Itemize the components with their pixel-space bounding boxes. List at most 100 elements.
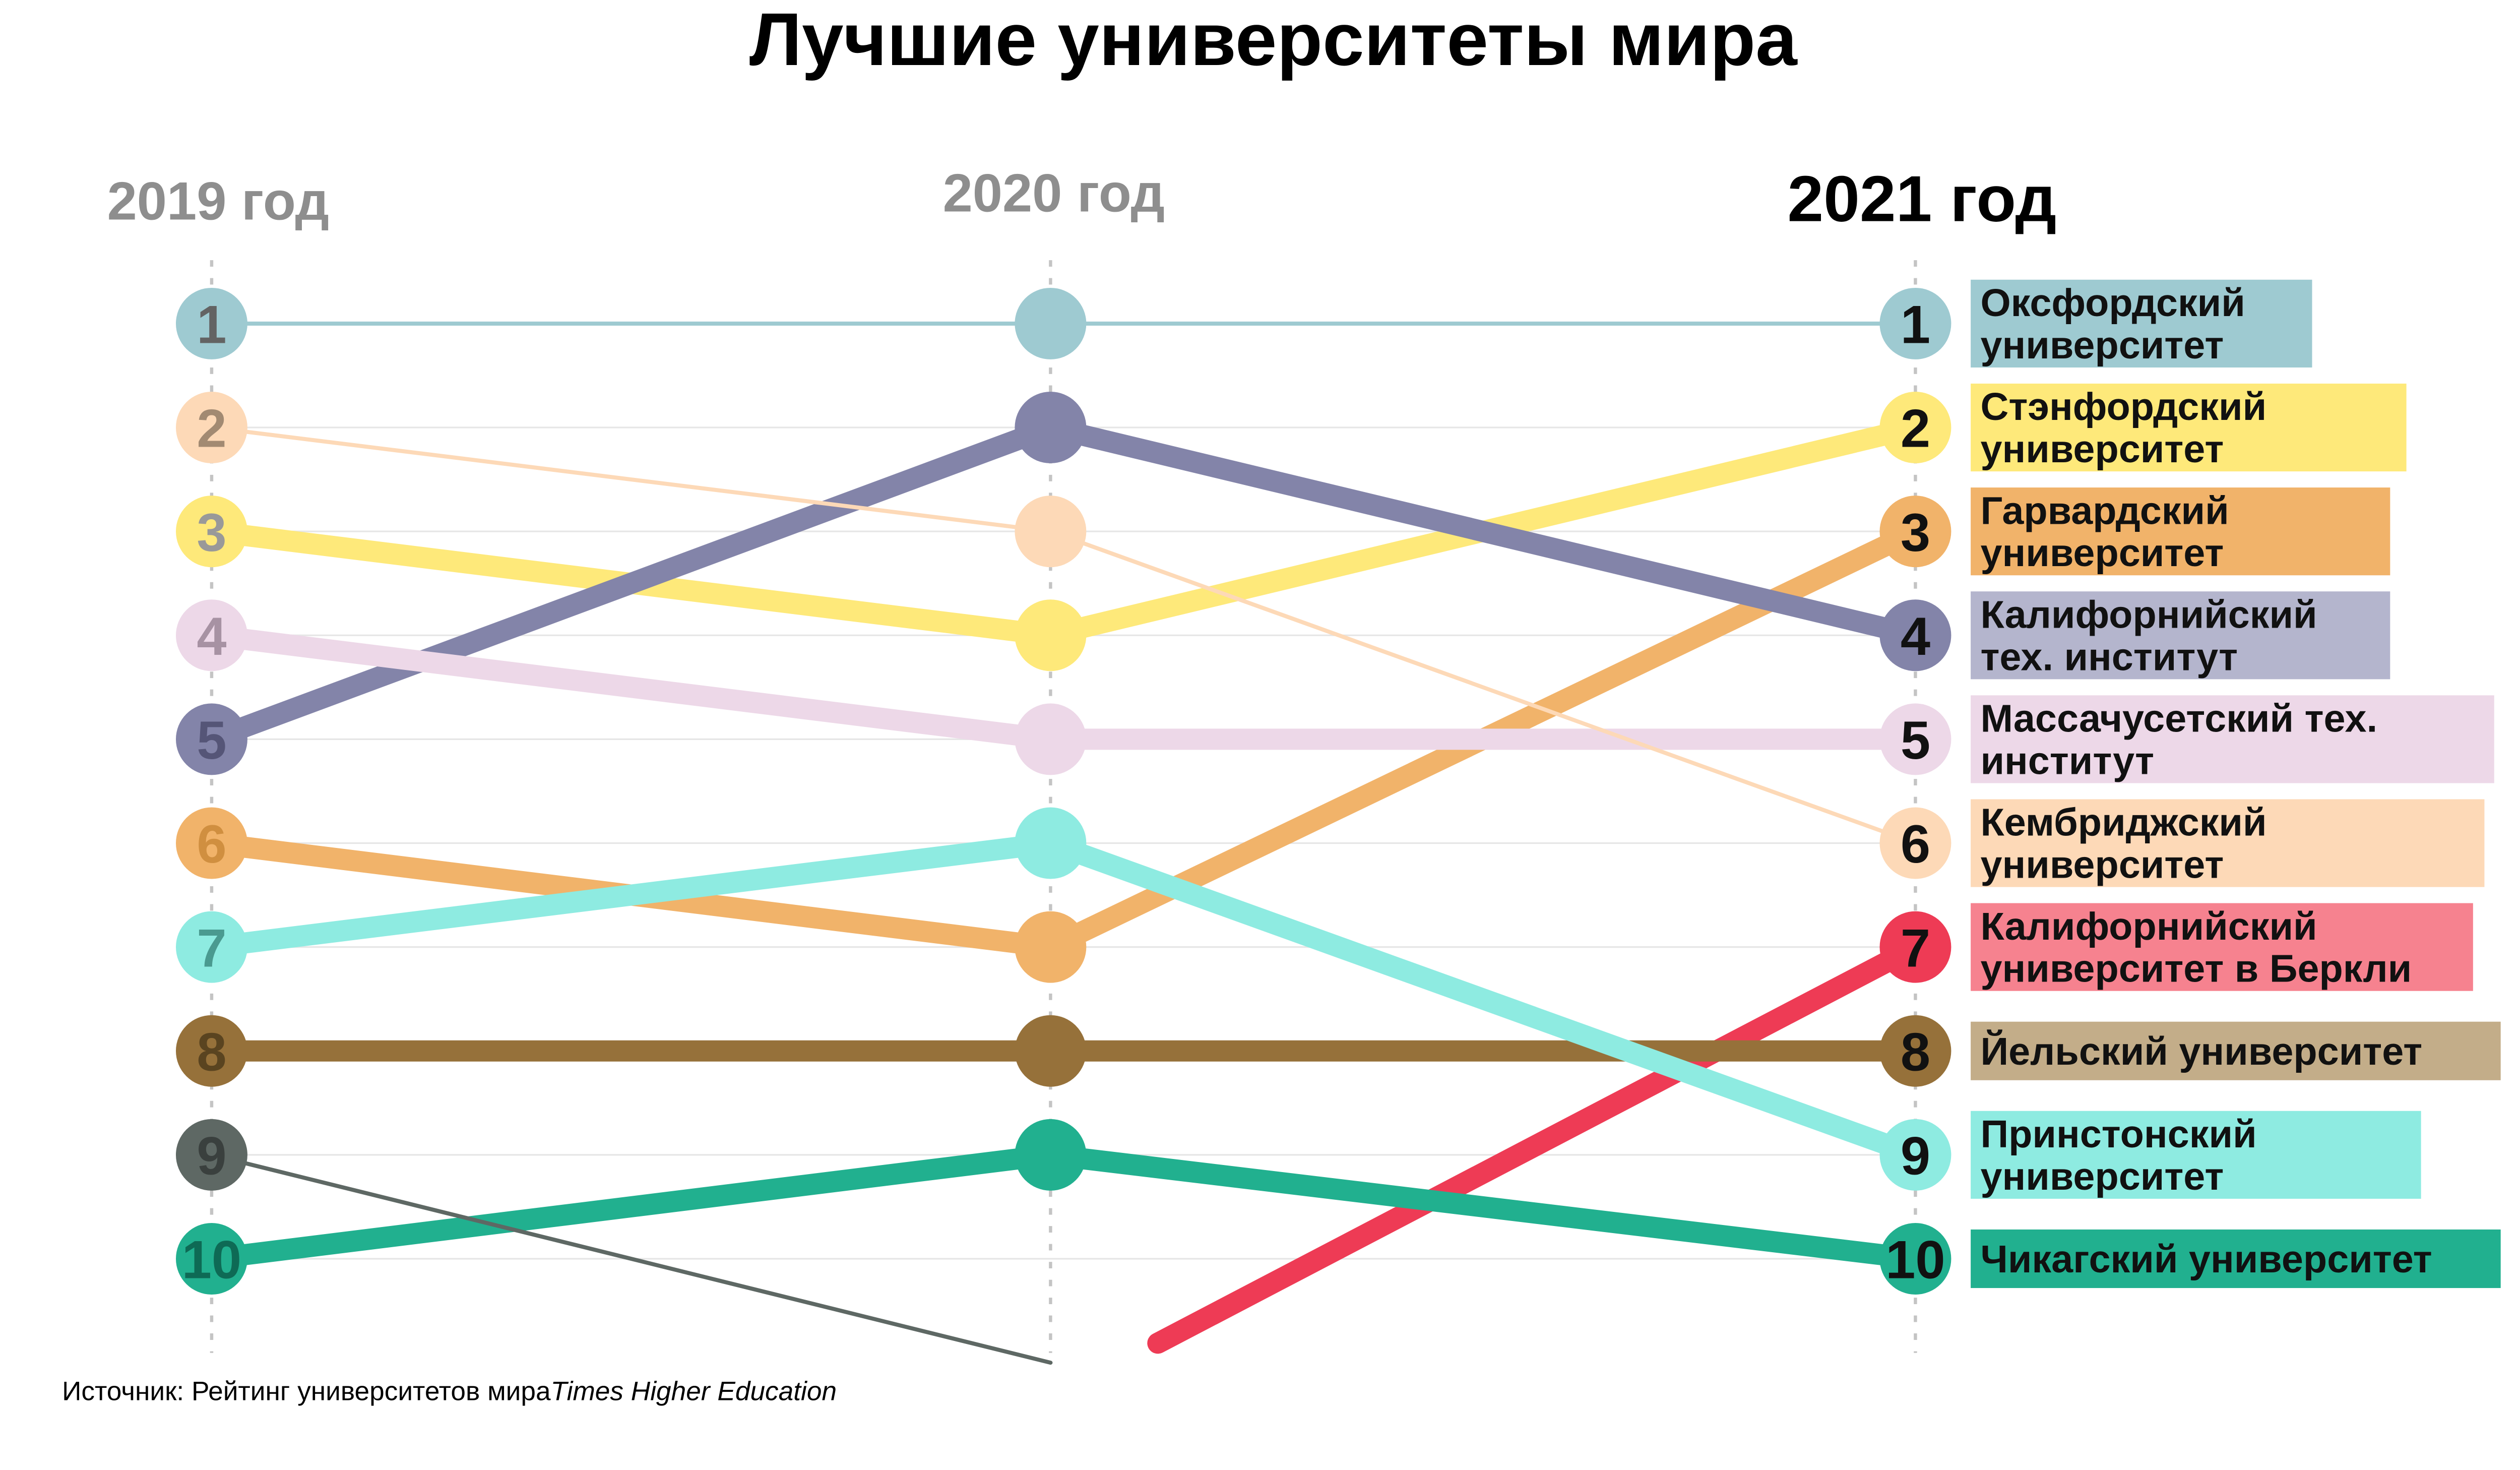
source-note: Источник: Рейтинг университетов мираTime… bbox=[62, 1376, 837, 1406]
university-label: Калифорнийский bbox=[1980, 905, 2317, 948]
series-line bbox=[201, 625, 1061, 750]
rank-label: 5 bbox=[197, 710, 226, 770]
rank-label: 2 bbox=[197, 399, 226, 459]
rank-marker bbox=[1879, 703, 1951, 775]
year-headers: 2019 год 2020 год 2021 год bbox=[107, 163, 2057, 235]
year-header: 2021 год bbox=[1787, 163, 2056, 235]
rank-marker bbox=[1015, 1119, 1087, 1191]
rank-marker bbox=[1015, 287, 1087, 359]
university-label-bg bbox=[1971, 1111, 2421, 1199]
university-label: Массачусетский тех. bbox=[1980, 697, 2377, 741]
university-label: Гарвардский bbox=[1980, 489, 2229, 532]
rank-marker bbox=[1015, 703, 1087, 775]
series-line bbox=[1040, 1144, 1926, 1269]
rank-label: 3 bbox=[1901, 503, 1930, 563]
rank-marker bbox=[175, 911, 247, 983]
rank-marker bbox=[1879, 599, 1951, 671]
rank-label: 6 bbox=[197, 814, 226, 874]
rank-marker bbox=[175, 1223, 247, 1295]
university-label: университет bbox=[1980, 531, 2224, 575]
university-label-bg bbox=[1971, 1229, 2501, 1289]
rank-marker bbox=[175, 1119, 247, 1191]
rank-marker bbox=[175, 807, 247, 879]
rank-marker bbox=[175, 1015, 247, 1087]
rank-label: 10 bbox=[1885, 1230, 1945, 1290]
university-label: Йельский университет bbox=[1980, 1029, 2422, 1073]
rank-marker bbox=[175, 703, 247, 775]
rank-marker bbox=[1879, 1223, 1951, 1295]
rank-label: 3 bbox=[197, 503, 226, 563]
university-label-bg bbox=[1971, 487, 2390, 576]
rank-markers: 1 1 3 2 6 3 5 4 4 5 2 6 7 8 8 7 9 10 10 9 bbox=[175, 287, 1951, 1295]
university-label: Калифорнийский bbox=[1980, 593, 2317, 636]
series-line bbox=[209, 425, 1053, 534]
rank-marker bbox=[1879, 1015, 1951, 1087]
source-publication: Times Higher Education bbox=[551, 1376, 837, 1406]
university-label-bg bbox=[1971, 695, 2494, 783]
university-label-bg bbox=[1971, 903, 2473, 991]
university-label: университет в Беркли bbox=[1980, 947, 2412, 991]
rank-label: 4 bbox=[1901, 606, 1930, 666]
rank-label: 1 bbox=[197, 295, 226, 355]
rank-marker bbox=[1879, 1119, 1951, 1191]
university-label: Кембриджский bbox=[1980, 801, 2266, 844]
university-label: университет bbox=[1980, 1155, 2224, 1198]
rank-label: 5 bbox=[1901, 710, 1930, 770]
rank-marker bbox=[175, 599, 247, 671]
series-line bbox=[1048, 529, 1918, 845]
rank-label: 10 bbox=[182, 1230, 241, 1290]
rank-label: 7 bbox=[197, 918, 226, 978]
series-line bbox=[201, 832, 1061, 958]
chart-title: Лучшие университеты мира bbox=[749, 0, 1798, 81]
series-lines bbox=[201, 321, 1926, 1365]
university-label-bg bbox=[1971, 279, 2312, 368]
rank-marker bbox=[1015, 599, 1087, 671]
rank-marker bbox=[175, 287, 247, 359]
series-line bbox=[1040, 417, 1926, 646]
university-label: университет bbox=[1980, 843, 2224, 887]
university-label-bg bbox=[1971, 591, 2390, 680]
university-label: институт bbox=[1980, 739, 2154, 782]
rank-label: 9 bbox=[197, 1126, 226, 1186]
university-label-bg bbox=[1971, 799, 2485, 887]
rank-label: 7 bbox=[1901, 918, 1930, 978]
rank-marker bbox=[1879, 496, 1951, 568]
series-line-entry bbox=[1147, 936, 1926, 1354]
year-header: 2019 год bbox=[107, 171, 329, 231]
rank-marker bbox=[1015, 807, 1087, 879]
rank-marker bbox=[175, 496, 247, 568]
university-label: Чикагский университет bbox=[1980, 1238, 2432, 1281]
rank-label: 1 bbox=[1901, 295, 1930, 355]
university-label-bg bbox=[1971, 383, 2407, 472]
university-label: университет bbox=[1980, 324, 2224, 367]
university-label-bg bbox=[1971, 1021, 2501, 1080]
rank-label: 4 bbox=[197, 606, 226, 666]
rank-label: 9 bbox=[1901, 1126, 1930, 1186]
rank-marker bbox=[1015, 496, 1087, 568]
university-labels: ОксфордскийуниверситетСтэнфордскийунивер… bbox=[1971, 279, 2501, 1289]
rank-label: 8 bbox=[1901, 1022, 1930, 1082]
university-label: университет bbox=[1980, 427, 2224, 471]
university-label: тех. институт bbox=[1980, 635, 2238, 679]
rank-marker bbox=[1015, 911, 1087, 983]
series-line bbox=[201, 417, 1061, 750]
series-line bbox=[1040, 832, 1926, 1166]
rank-marker bbox=[1879, 392, 1951, 463]
rank-label: 2 bbox=[1901, 399, 1930, 459]
rank-marker bbox=[1015, 392, 1087, 463]
rank-marker bbox=[1879, 807, 1951, 879]
series-line bbox=[201, 1144, 1061, 1269]
rank-marker bbox=[175, 392, 247, 463]
rank-label: 8 bbox=[197, 1022, 226, 1082]
series-line-dropout bbox=[209, 1152, 1053, 1365]
rank-marker bbox=[1879, 911, 1951, 983]
rank-marker bbox=[1015, 1015, 1087, 1087]
university-label: Стэнфордский bbox=[1980, 385, 2266, 428]
rank-label: 6 bbox=[1901, 814, 1930, 874]
year-header: 2020 год bbox=[943, 163, 1165, 223]
source-prefix: Источник: Рейтинг университетов мира bbox=[62, 1376, 551, 1406]
university-label: Принстонский bbox=[1980, 1113, 2256, 1156]
rank-marker bbox=[1879, 287, 1951, 359]
university-label: Оксфордский bbox=[1980, 281, 2245, 325]
